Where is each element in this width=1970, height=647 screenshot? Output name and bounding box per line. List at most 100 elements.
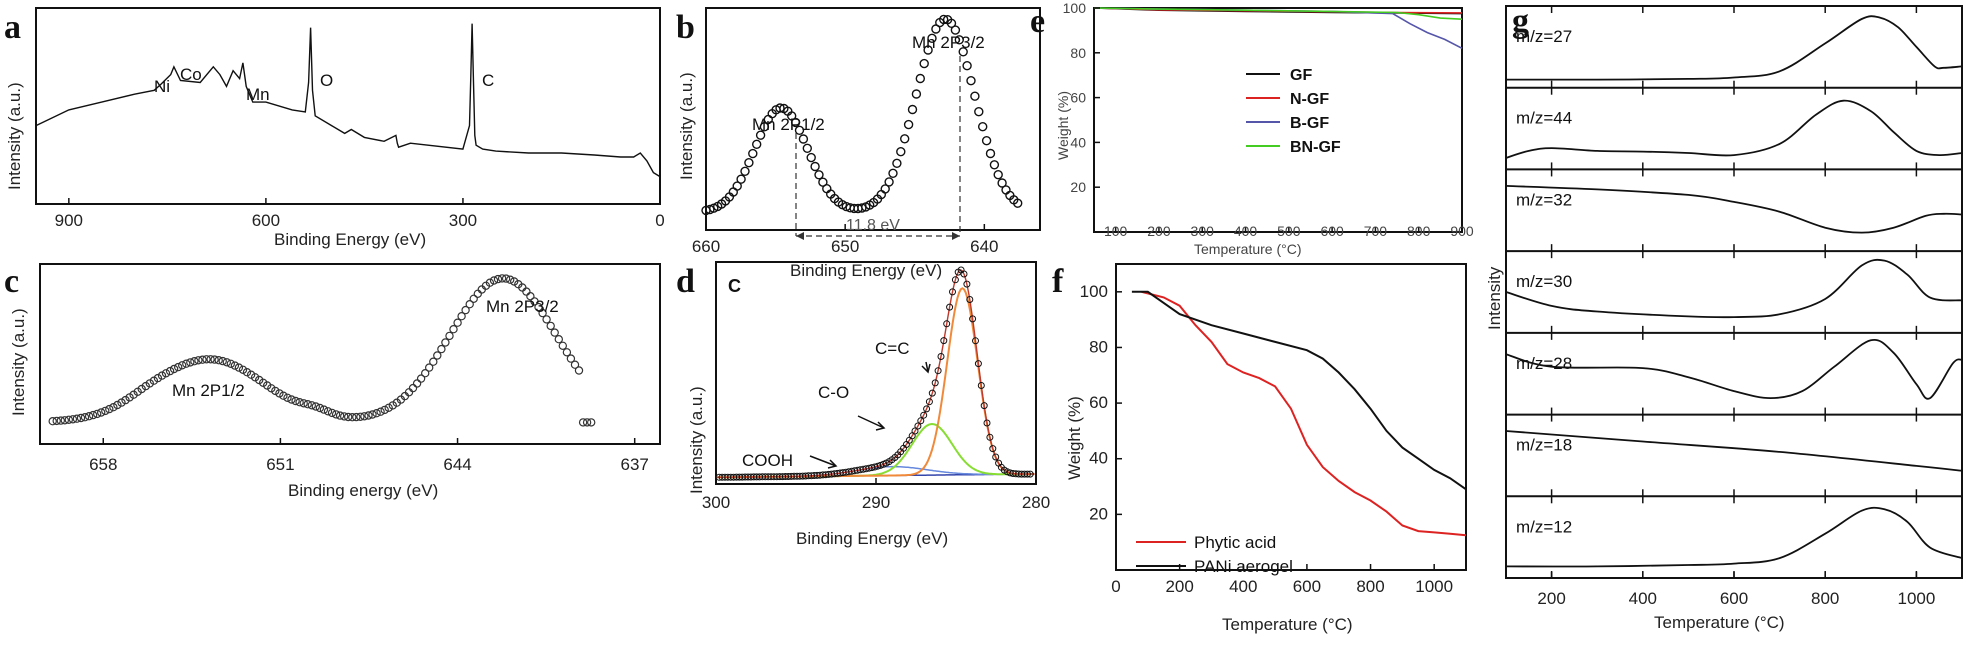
panel-b-point	[798, 134, 809, 144]
panel-c-point	[307, 401, 316, 410]
panel-c-point	[105, 404, 114, 414]
panel-d-cc-label: C=C	[875, 339, 909, 358]
panel-c-point	[230, 361, 240, 370]
panel-d-point	[928, 389, 936, 397]
panel-b-point	[1001, 185, 1011, 195]
panel-c-point	[372, 409, 381, 418]
panel-c-point	[546, 321, 555, 331]
panel-c-point	[489, 276, 499, 285]
panel-a-ylabel: Intensity (a.u.)	[5, 82, 24, 190]
panel-c-point	[376, 407, 385, 416]
panel-f-ytick-label: 40	[1089, 449, 1108, 468]
legend-bngf-label: BN-GF	[1290, 139, 1341, 156]
panel-c-point	[80, 413, 90, 422]
panel-g-curve-3	[1505, 185, 1963, 234]
panel-c-point	[242, 368, 252, 377]
panel-g-ylabel: Intensity	[1485, 266, 1504, 330]
panel-c-point	[380, 405, 389, 415]
panel-b-point	[775, 103, 785, 113]
panel-e-xtick-label: 200	[1147, 223, 1171, 239]
panel-b-point	[981, 135, 992, 146]
panel-c-point	[315, 403, 325, 413]
panel-b-point	[744, 157, 754, 168]
panel-g-curve-4	[1505, 258, 1963, 319]
panel-b-ylabel: Intensity (a.u.)	[677, 72, 696, 180]
panel-e-legend: GF N-GF B-GF BN-GF	[1246, 67, 1341, 156]
panel-c-point	[303, 400, 312, 409]
panel-c-point	[433, 351, 442, 360]
panel-b-point	[985, 148, 996, 159]
panel-b-point	[755, 130, 766, 140]
panel-c-point	[319, 405, 329, 414]
panel-c-xtick-label: 651	[266, 455, 294, 474]
panel-d-letter: d	[676, 263, 695, 300]
panel-c-point	[64, 415, 74, 424]
panel-g-curve-7	[1505, 506, 1963, 568]
panel-c-point	[165, 366, 175, 376]
panel-e-xtick-label: 600	[1320, 223, 1344, 239]
panel-c-xtick-label: 658	[89, 455, 117, 474]
panel-b-point	[978, 121, 988, 132]
panel-c-point	[441, 338, 450, 347]
panel-f-ytick-label: 100	[1080, 282, 1108, 301]
panel-c-point	[542, 315, 551, 324]
panel-d-cooh-arrow	[809, 455, 838, 469]
panel-b-point	[880, 184, 890, 194]
panel-d-point	[911, 427, 919, 435]
panel-d-cooh-label: COOH	[742, 451, 793, 470]
panel-c-point	[182, 359, 191, 368]
panel-c-point	[101, 406, 110, 416]
panel-c-point	[578, 418, 588, 427]
legend-phytic-label: Phytic acid	[1194, 533, 1276, 552]
panel-e: 100 200 300 400 500 600 700 800 900 20 40 60 80 100 G…	[1055, 0, 1474, 257]
panel-c-point	[226, 359, 235, 368]
panel-b-point	[903, 119, 914, 130]
panel-d-points	[715, 266, 1034, 481]
panel-c-point	[465, 300, 474, 309]
panel-g: m/z=27 m/z=44 m/z=32 m/z=30 m/z=28 m/z=18 m/z=…	[1485, 5, 1963, 632]
panel-b-frame	[705, 7, 1041, 231]
panel-c-point	[113, 400, 122, 410]
panel-b-point	[966, 75, 976, 86]
panel-c-point	[360, 412, 369, 421]
panel-a-xtick-label: 600	[252, 211, 280, 230]
panel-b-split-label: 11.8 eV	[846, 217, 900, 234]
panel-d-point	[983, 419, 991, 427]
panel-c-point	[157, 371, 167, 380]
panel-c-point	[538, 308, 547, 318]
panel-b-point	[958, 47, 968, 57]
panel-f-xtick-label: 600	[1293, 577, 1321, 596]
panel-d-point	[946, 303, 954, 311]
panel-b-point	[732, 181, 742, 191]
panel-a-c-label: C	[482, 71, 494, 90]
panel-c-point	[295, 398, 304, 407]
panel-c-point	[416, 374, 426, 383]
panel-c-point	[299, 399, 308, 408]
panel-a-mn-label: Mn	[246, 85, 270, 104]
panel-c-point	[48, 417, 57, 426]
legend-bgf-label: B-GF	[1290, 115, 1329, 132]
panel-c-point	[283, 393, 292, 402]
panel-c-point	[485, 278, 495, 287]
panel-b-point	[919, 58, 929, 69]
panel-e-xtick-label: 500	[1277, 223, 1301, 239]
panel-c-point	[493, 274, 503, 284]
panel-b-point	[946, 18, 957, 28]
panel-b-point	[806, 152, 816, 163]
panel-c-point	[210, 355, 219, 364]
panel-b-point	[794, 125, 805, 136]
panel-c-point	[327, 408, 337, 418]
panel-e-xtick-label: 400	[1234, 223, 1258, 239]
panel-e-xtick-label: 700	[1364, 223, 1388, 239]
panel-a-xlabel: Binding Energy (eV)	[274, 230, 426, 249]
panel-e-ytick-label: 100	[1063, 0, 1087, 16]
panel-c-point	[202, 355, 211, 364]
panel-g-rows: m/z=27 m/z=44 m/z=32 m/z=30 m/z=28 m/z=18 m/z=…	[1505, 6, 1963, 578]
panel-f-series	[1131, 290, 1467, 537]
panel-b-point	[989, 160, 1000, 170]
panel-b-point	[814, 170, 824, 180]
panel-b-point	[923, 45, 933, 55]
panel-g-xtick-label: 400	[1629, 589, 1657, 608]
panel-c-point	[214, 356, 223, 365]
